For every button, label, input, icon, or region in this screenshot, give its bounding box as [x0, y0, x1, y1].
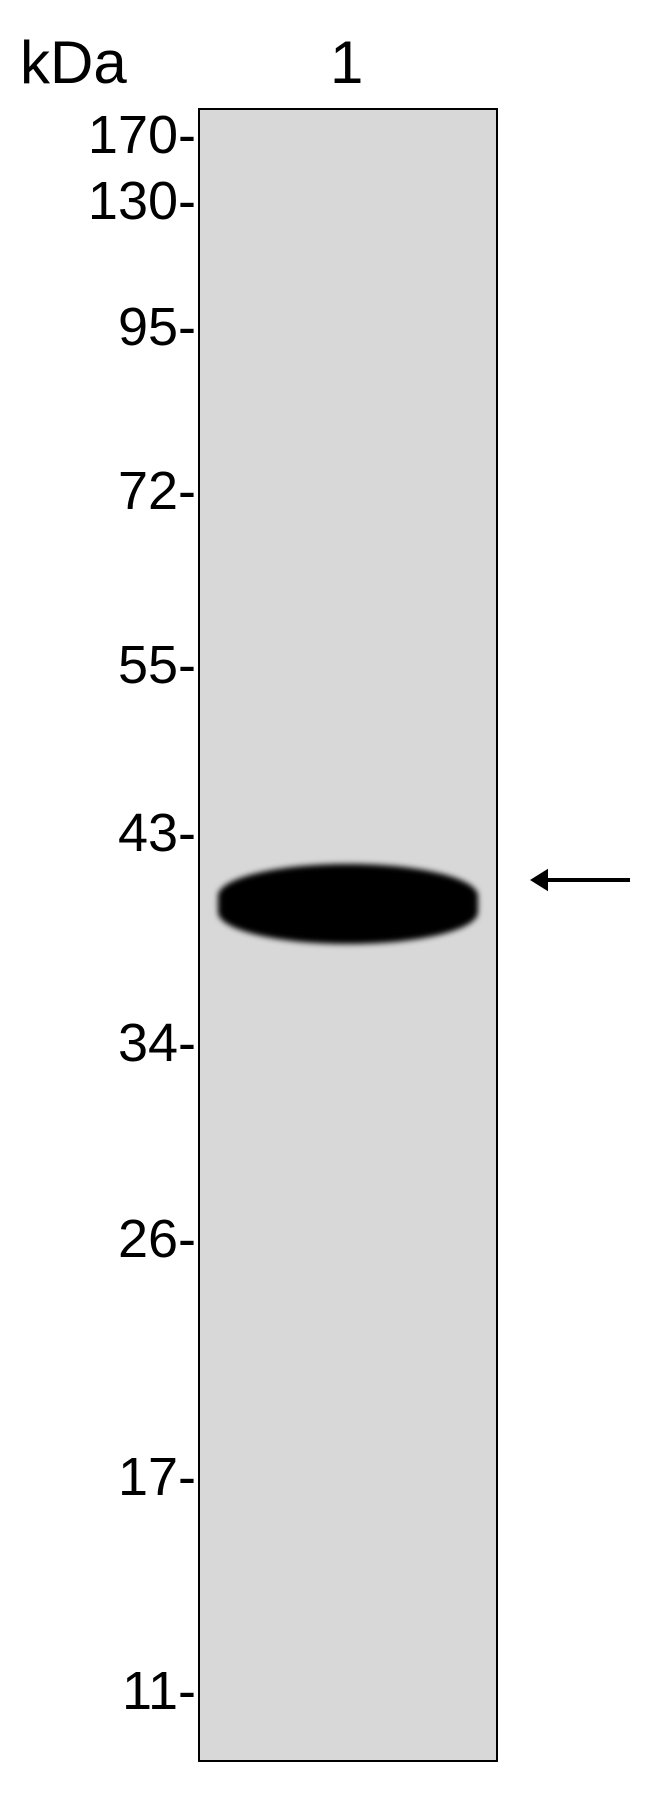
marker-label: 55-: [16, 634, 196, 696]
marker-label: 72-: [16, 460, 196, 522]
marker-label: 43-: [16, 802, 196, 864]
marker-label: 11-: [16, 1660, 196, 1722]
protein-band: [218, 864, 478, 944]
lane-number-label: 1: [330, 28, 363, 97]
marker-label: 34-: [16, 1012, 196, 1074]
marker-label: 130-: [16, 170, 196, 232]
western-blot-figure: kDa 1 170-130- 95- 72- 55- 43- 34- 26- 17- 11-: [0, 0, 650, 1806]
unit-label: kDa: [20, 28, 127, 97]
marker-label: 17-: [16, 1446, 196, 1508]
arrow-indicator: [530, 860, 650, 900]
marker-label: 170-: [16, 104, 196, 166]
marker-label: 95-: [16, 296, 196, 358]
marker-label: 26-: [16, 1208, 196, 1270]
